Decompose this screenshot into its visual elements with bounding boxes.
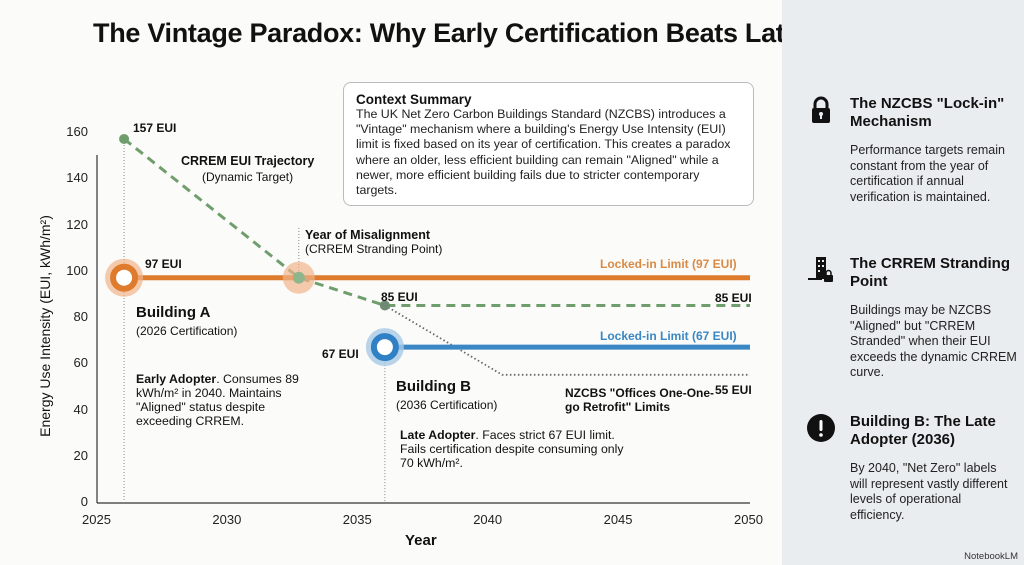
crrem-85-end-label: 85 EUI bbox=[715, 291, 752, 305]
building-b-desc-text: . Faces strict 67 EUI limit. Fails certi… bbox=[400, 428, 624, 470]
y-tick-label: 80 bbox=[73, 309, 88, 324]
y-axis-label: Energy Use Intensity (EUI, kWh/m²) bbox=[37, 215, 53, 437]
building-a-desc-text: . Consumes 89 kWh/m² in 2040. Maintains … bbox=[136, 372, 299, 428]
building-a-value: 97 EUI bbox=[145, 257, 182, 271]
crrem-start-label: 157 EUI bbox=[133, 121, 177, 135]
x-tick-label: 2040 bbox=[473, 512, 503, 527]
alert-icon bbox=[807, 414, 835, 442]
y-tick-label: 140 bbox=[66, 170, 88, 186]
card-body: Buildings may be NZCBS "Aligned" but "CR… bbox=[850, 303, 1017, 379]
brand-watermark: NotebookLM bbox=[964, 551, 1018, 562]
building-a-cert: (2026 Certification) bbox=[136, 324, 238, 338]
x-tick-label: 2025 bbox=[82, 512, 111, 527]
nzcbs-55-label: 55 EUI bbox=[715, 383, 752, 397]
card-body: By 2040, "Net Zero" labels will represen… bbox=[850, 461, 1008, 522]
y-tick-label: 0 bbox=[80, 494, 88, 509]
context-body: The UK Net Zero Carbon Buildings Standar… bbox=[356, 107, 731, 198]
card-title: The NZCBS "Lock-in" Mechanism bbox=[850, 95, 1005, 130]
locked-67-label: Locked-in Limit (67 EUI) bbox=[600, 329, 737, 343]
series-line-3 bbox=[384, 304, 750, 376]
building-b-desc-bold: Late Adopter bbox=[400, 428, 476, 442]
y-tick-label: 40 bbox=[73, 401, 88, 417]
x-tick-label: 2035 bbox=[342, 512, 372, 527]
misalignment-marker bbox=[292, 271, 305, 284]
card-body: Performance targets remain constant from… bbox=[850, 143, 1005, 204]
misalignment-subtitle: (CRREM Stranding Point) bbox=[305, 242, 443, 256]
building-b-value: 67 EUI bbox=[322, 347, 359, 361]
locked-97-label: Locked-in Limit (97 EUI) bbox=[600, 257, 737, 271]
building-b-cert: (2036 Certification) bbox=[396, 398, 498, 412]
x-tick-label: 2050 bbox=[734, 512, 763, 527]
y-tick-label: 20 bbox=[73, 447, 88, 463]
series-line-0 bbox=[123, 137, 750, 307]
sidebar: The NZCBS "Lock-in" Mechanism Performanc… bbox=[782, 0, 1024, 565]
building-b-marker bbox=[370, 333, 399, 362]
nzcbs-limits-label: NZCBS "Offices One-One-go Retrofit" Limi… bbox=[565, 386, 715, 414]
x-tick-label: 2045 bbox=[603, 512, 633, 527]
card-title: The CRREM Stranding Point bbox=[850, 255, 1010, 290]
y-tick-label: 160 bbox=[66, 124, 88, 139]
crrem-85-point bbox=[379, 300, 390, 311]
x-tick-label: 2030 bbox=[212, 512, 242, 527]
context-summary: Context Summary The UK Net Zero Carbon B… bbox=[343, 82, 754, 206]
building-b-description: Late Adopter. Faces strict 67 EUI limit.… bbox=[400, 428, 625, 470]
building-a-name: Building A bbox=[136, 304, 211, 321]
building-lock-icon bbox=[808, 257, 833, 282]
misalignment-title: Year of Misalignment bbox=[305, 228, 431, 242]
sidebar-card-late-adopter: Building B: The Late Adopter (2036) By 2… bbox=[807, 413, 1017, 523]
context-heading: Context Summary bbox=[356, 92, 472, 107]
chart-plot bbox=[96, 133, 750, 504]
lock-icon bbox=[812, 96, 830, 123]
y-tick-label: 100 bbox=[66, 262, 88, 278]
crrem-title: CRREM EUI Trajectory bbox=[181, 154, 315, 168]
building-a-marker bbox=[110, 263, 139, 292]
x-axis-label: Year bbox=[405, 532, 437, 549]
building-a-description: Early Adopter. Consumes 89 kWh/m² in 204… bbox=[136, 372, 314, 428]
card-title: Building B: The Late Adopter (2036) bbox=[850, 413, 996, 448]
y-tick-label: 120 bbox=[66, 216, 88, 232]
y-tick-label: 60 bbox=[73, 355, 88, 371]
sidebar-card-stranding: The CRREM Stranding Point Buildings may … bbox=[808, 255, 1017, 381]
crrem-subtitle: (Dynamic Target) bbox=[202, 170, 294, 184]
crrem-start-point bbox=[119, 133, 130, 144]
building-b-name: Building B bbox=[396, 378, 471, 395]
sidebar-card-lock-in: The NZCBS "Lock-in" Mechanism Performanc… bbox=[812, 95, 1017, 205]
crrem-85-label: 85 EUI bbox=[381, 290, 418, 304]
building-a-desc-bold: Early Adopter bbox=[136, 372, 217, 386]
